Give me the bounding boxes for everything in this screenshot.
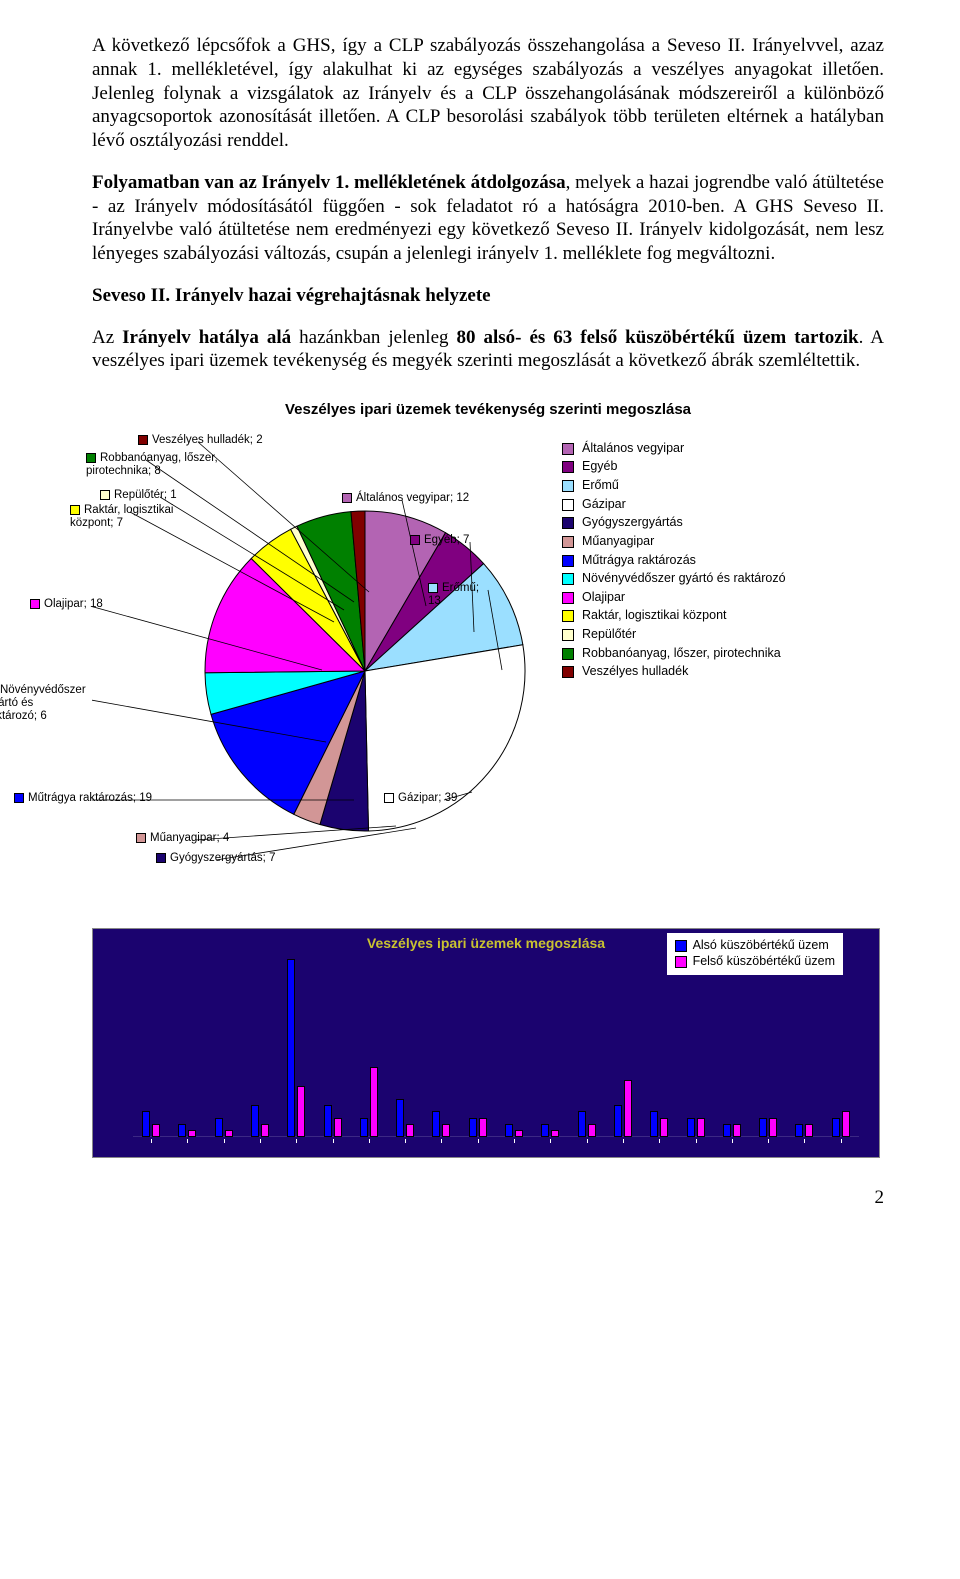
pie-legend-item: Általános vegyipar — [562, 441, 862, 457]
bar-series-b — [442, 1124, 450, 1137]
bar-series-b — [769, 1118, 777, 1137]
pie-slice-label: Műanyagipar; 4 — [136, 832, 229, 845]
bar-series-a — [287, 959, 295, 1137]
bar-series-b — [152, 1124, 160, 1137]
pie-legend-item: Erőmű — [562, 478, 862, 494]
paragraph-2-lead: Folyamatban van az Irányelv 1. melléklet… — [92, 172, 566, 193]
bar-series-b — [624, 1080, 632, 1137]
pie-slice-label: Repülőtér; 1 — [100, 489, 177, 502]
pie-legend-item: Gázipar — [562, 497, 862, 513]
bar-chart-section: Veszélyes ipari üzemek megoszlása Alsó k… — [92, 928, 884, 1158]
bar-series-a — [759, 1118, 767, 1137]
paragraph-3: Az Irányelv hatálya alá hazánkban jelenl… — [92, 326, 884, 374]
bar-series-b — [297, 1086, 305, 1137]
pie-legend-item: Gyógyszergyártás — [562, 515, 862, 531]
bar-series-a — [469, 1118, 477, 1137]
pie-legend-item: Repülőtér — [562, 627, 862, 643]
bar-series-b — [334, 1118, 342, 1137]
pie-slice-label: Veszélyes hulladék; 2 — [138, 434, 263, 447]
pie-chart-section: Veszélyes ipari üzemek tevékenység szeri… — [92, 401, 884, 894]
section-heading: Seveso II. Irányelv hazai végrehajtásnak… — [92, 284, 884, 308]
bar-series-a — [432, 1111, 440, 1136]
pie-slice-label: Általános vegyipar; 12 — [342, 492, 469, 505]
pie-slice-label: Egyéb; 7 — [410, 534, 469, 547]
bar-series-b — [370, 1067, 378, 1137]
pie-legend-item: Olajipar — [562, 590, 862, 606]
paragraph-2: Folyamatban van az Irányelv 1. melléklet… — [92, 171, 884, 266]
pie-slice-label: Növényvédőszergyártó ésraktározó; 6 — [0, 684, 86, 724]
pie-slice-label: Erőmű;13 — [428, 582, 479, 608]
bar-series-a — [215, 1118, 223, 1137]
bar-series-a — [687, 1118, 695, 1137]
pie-slice-label: Gázipar; 39 — [384, 792, 457, 805]
bar-series-b — [805, 1124, 813, 1137]
pie-chart-legend: Általános vegyipar Egyéb Erőmű Gázipar Gyógy… — [562, 434, 862, 683]
bar-series-a — [324, 1105, 332, 1137]
bar-series-b — [842, 1111, 850, 1136]
bar-series-a — [360, 1118, 368, 1137]
paragraph-1: A következő lépcsőfok a GHS, így a CLP s… — [92, 34, 884, 153]
page-number: 2 — [92, 1186, 884, 1210]
bar-series-a — [541, 1124, 549, 1137]
bar-series-a — [832, 1118, 840, 1137]
pie-legend-item: Raktár, logisztikai központ — [562, 608, 862, 624]
pie-slice-label: Műtrágya raktározás; 19 — [14, 792, 152, 805]
pie-slice-label: Raktár, logisztikaiközpont; 7 — [70, 504, 173, 530]
pie-legend-item: Veszélyes hulladék — [562, 664, 862, 680]
pie-legend-item: Növényvédőszer gyártó és raktározó — [562, 571, 862, 587]
bar-series-a — [795, 1124, 803, 1137]
bar-series-b — [515, 1130, 523, 1136]
bar-legend-item: Alsó küszöbértékű üzem — [675, 938, 835, 954]
pie-legend-item: Egyéb — [562, 459, 862, 475]
pie-slice-label: Olajipar; 18 — [30, 598, 103, 611]
pie-slice-label: Robbanóanyag, lőszer,pirotechnika; 8 — [86, 452, 218, 478]
bar-series-a — [650, 1111, 658, 1136]
bar-series-a — [251, 1105, 259, 1137]
bar-series-b — [406, 1124, 414, 1137]
pie-legend-item: Műtrágya raktározás — [562, 553, 862, 569]
bar-series-b — [188, 1130, 196, 1136]
bar-chart-canvas: Veszélyes ipari üzemek megoszlása Alsó k… — [92, 928, 880, 1158]
bar-series-a — [142, 1111, 150, 1136]
bar-series-a — [396, 1099, 404, 1137]
bar-series-a — [614, 1105, 622, 1137]
bar-series-a — [505, 1124, 513, 1137]
bar-series-b — [733, 1124, 741, 1137]
pie-chart-title: Veszélyes ipari üzemek tevékenység szeri… — [92, 401, 884, 420]
bar-series-b — [588, 1124, 596, 1137]
bar-series-b — [697, 1118, 705, 1137]
bar-series-b — [261, 1124, 269, 1137]
bar-series-a — [723, 1124, 731, 1137]
bar-series-a — [578, 1111, 586, 1136]
bar-series-b — [479, 1118, 487, 1137]
pie-legend-item: Műanyagipar — [562, 534, 862, 550]
bar-series-a — [178, 1124, 186, 1137]
pie-legend-item: Robbanóanyag, lőszer, pirotechnika — [562, 646, 862, 662]
bar-series-b — [660, 1118, 668, 1137]
bar-series-b — [225, 1130, 233, 1136]
bar-series-b — [551, 1130, 559, 1136]
pie-chart-canvas: Veszélyes hulladék; 2Robbanóanyag, lősze… — [92, 434, 562, 894]
pie-slice-label: Gyógyszergyártás; 7 — [156, 852, 275, 865]
